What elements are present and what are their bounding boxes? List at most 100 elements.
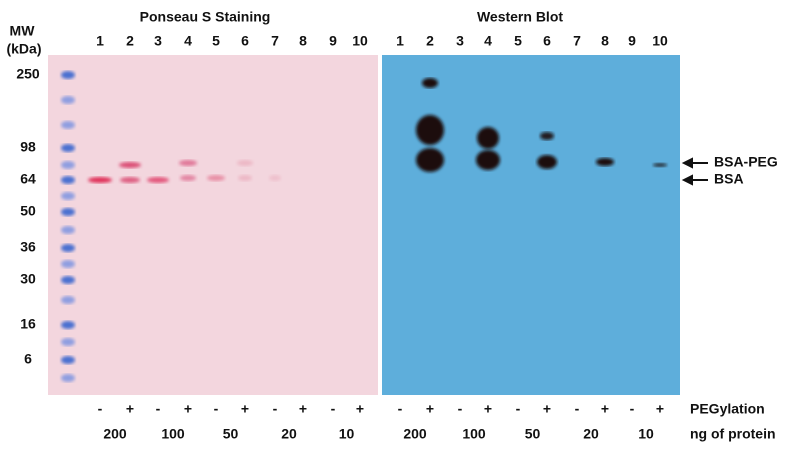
western-membrane — [382, 55, 680, 395]
ladder-band — [61, 71, 75, 79]
western-band — [537, 155, 557, 169]
lane-number: 8 — [601, 33, 609, 49]
mw-label: 16 — [20, 316, 36, 332]
lane-number: 10 — [352, 33, 368, 49]
amount-label: 10 — [339, 426, 355, 442]
ponceau-band — [207, 175, 225, 181]
ladder-band — [61, 192, 75, 200]
ladder-band — [61, 144, 75, 152]
ladder-band — [61, 260, 75, 268]
western-band — [477, 127, 499, 149]
row-label: PEGylation — [690, 401, 765, 417]
ladder-band — [61, 296, 75, 304]
western-band — [422, 78, 438, 88]
lane-number: 7 — [271, 33, 279, 49]
lane-number: 5 — [514, 33, 522, 49]
pegylation-sign: - — [458, 401, 463, 417]
amount-label: 50 — [223, 426, 239, 442]
pegylation-sign: - — [398, 401, 403, 417]
ponceau-band — [179, 160, 197, 166]
amount-label: 200 — [103, 426, 127, 442]
pegylation-sign: + — [241, 401, 249, 417]
pegylation-sign: - — [156, 401, 161, 417]
lane-number: 4 — [184, 33, 192, 49]
ladder-band — [61, 276, 75, 284]
pegylation-sign: + — [356, 401, 364, 417]
ponceau-band — [147, 177, 169, 183]
ladder-band — [61, 176, 75, 184]
panel-title: Western Blot — [477, 9, 563, 25]
ladder-band — [61, 161, 75, 169]
pegylation-sign: - — [98, 401, 103, 417]
ladder-band — [61, 244, 75, 252]
pegylation-sign: + — [484, 401, 492, 417]
amount-label: 20 — [281, 426, 297, 442]
ponceau-band — [180, 175, 196, 181]
amount-label: 20 — [583, 426, 599, 442]
ponceau-band — [120, 177, 140, 183]
amount-label: 100 — [462, 426, 486, 442]
lane-number: 10 — [652, 33, 668, 49]
ladder-band — [61, 356, 75, 364]
ladder-band — [61, 96, 75, 104]
lane-number: 6 — [241, 33, 249, 49]
band-arrows — [681, 157, 708, 186]
lane-number: 7 — [573, 33, 581, 49]
mw-label: 250 — [16, 66, 40, 82]
ladder-band — [61, 374, 75, 382]
amount-label: 100 — [161, 426, 185, 442]
ladder-band — [61, 226, 75, 234]
western-band — [653, 163, 667, 167]
mw-label: 98 — [20, 139, 36, 155]
ponceau-band — [269, 175, 281, 181]
pegylation-sign: + — [543, 401, 551, 417]
western-band — [540, 132, 554, 140]
pegylation-sign: + — [426, 401, 434, 417]
ladder-band — [61, 208, 75, 216]
amount-label: 10 — [638, 426, 654, 442]
ponceau-band — [119, 162, 141, 168]
amount-label: 50 — [525, 426, 541, 442]
pegylation-sign: + — [601, 401, 609, 417]
lane-number: 3 — [456, 33, 464, 49]
pegylation-sign: - — [516, 401, 521, 417]
western-band — [596, 158, 614, 166]
pegylation-sign: - — [273, 401, 278, 417]
lane-number: 9 — [628, 33, 636, 49]
mw-header: (kDa) — [6, 41, 41, 57]
pegylation-sign: + — [299, 401, 307, 417]
ponceau-band — [238, 175, 252, 181]
pegylation-sign: - — [331, 401, 336, 417]
mw-label: 30 — [20, 271, 36, 287]
lane-number: 1 — [396, 33, 404, 49]
lane-number: 2 — [126, 33, 134, 49]
mw-label: 50 — [20, 203, 36, 219]
western-band — [476, 150, 500, 170]
pegylation-sign: - — [575, 401, 580, 417]
mw-label: 6 — [24, 351, 32, 367]
western-band — [416, 115, 444, 145]
ponceau-membrane — [48, 55, 378, 395]
pegylation-sign: - — [630, 401, 635, 417]
lane-number: 2 — [426, 33, 434, 49]
lane-number: 1 — [96, 33, 104, 49]
mw-header: MW — [10, 23, 36, 39]
amount-label: 200 — [403, 426, 427, 442]
ladder-band — [61, 338, 75, 346]
pegylation-sign: + — [126, 401, 134, 417]
pegylation-sign: - — [214, 401, 219, 417]
band-label: BSA-PEG — [714, 154, 778, 170]
lane-number: 3 — [154, 33, 162, 49]
pegylation-sign: + — [656, 401, 664, 417]
lane-number: 4 — [484, 33, 492, 49]
ladder-band — [61, 121, 75, 129]
pegylation-sign: + — [184, 401, 192, 417]
lane-number: 8 — [299, 33, 307, 49]
lane-number: 6 — [543, 33, 551, 49]
ponceau-band — [237, 160, 253, 166]
row-label: ng of protein — [690, 426, 776, 442]
ladder-band — [61, 321, 75, 329]
mw-label: 36 — [20, 239, 36, 255]
lane-number: 5 — [212, 33, 220, 49]
